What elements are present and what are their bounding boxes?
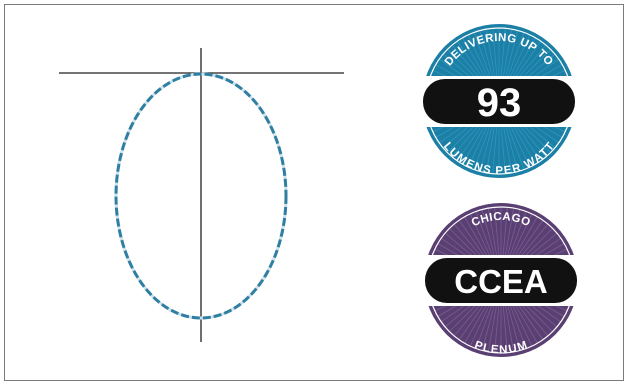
certification-badge-top-text: CHICAGO (470, 211, 532, 229)
certification-badge-band (425, 258, 577, 303)
frame-border (4, 4, 624, 381)
efficacy-badge-value: 93 (477, 81, 522, 125)
efficacy-badge: DELIVERING UP TO 93 LUMENS PER WATT (419, 21, 579, 181)
fixture-outline-dashed (114, 72, 288, 320)
efficacy-badge-band (423, 79, 575, 124)
certification-badge-value: CCEA (454, 263, 548, 300)
certification-badge: CHICAGO CCEA PLENUM (421, 200, 581, 360)
certification-badge-bottom-text: PLENUM (473, 339, 529, 356)
